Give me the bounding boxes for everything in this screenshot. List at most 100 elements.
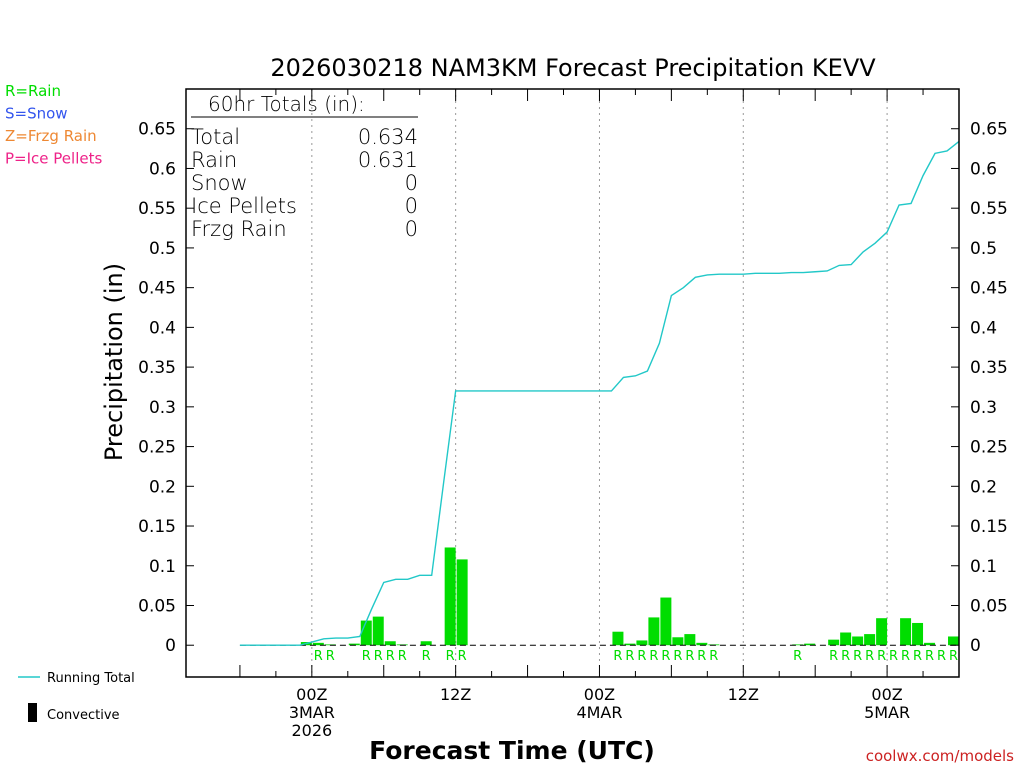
y-tick-label-right: 0.1 — [970, 557, 997, 577]
convective-legend-swatch — [28, 703, 37, 722]
x-tick-label: 4MAR — [576, 703, 622, 722]
watermark: coolwx.com/models — [866, 747, 1014, 765]
precip-type-letter: R — [697, 649, 706, 664]
y-tick-label-left: 0.05 — [138, 596, 176, 616]
y-tick-label-right: 0.2 — [970, 477, 997, 497]
precip-type-letter: R — [458, 649, 467, 664]
precip-type-letter: R — [889, 649, 898, 664]
y-axis-right: 0 0.05 0.1 0.15 0.2 0.25 0.3 0.35 0.4 0.45 0.5 0.55… — [951, 120, 1008, 656]
y-tick-label-left: 0.45 — [138, 279, 176, 299]
totals-label: Frzg Rain — [191, 217, 287, 241]
precip-type-letter: R — [829, 649, 838, 664]
precip-bar — [624, 643, 636, 646]
precip-bar — [792, 644, 804, 646]
precip-bar — [900, 618, 912, 646]
precip-type-letter: R — [386, 649, 395, 664]
totals-value: 0.634 — [358, 125, 418, 149]
precip-bar — [372, 616, 384, 646]
plot-frame — [185, 88, 960, 678]
precip-type-letter: R — [673, 649, 682, 664]
precip-bar — [384, 641, 396, 646]
precip-type-letter: R — [314, 649, 323, 664]
precip-bar — [672, 637, 684, 646]
precip-type-letter: R — [937, 649, 946, 664]
precip-bar — [864, 634, 876, 646]
precip-bar — [456, 559, 468, 646]
totals-title: 60hr Totals (in): — [208, 92, 365, 116]
precip-type-legend-item: P=Ice Pellets — [5, 150, 102, 168]
vertical-gridlines — [311, 89, 888, 677]
chart-title: 2026030218 NAM3KM Forecast Precipitation… — [270, 54, 876, 82]
x-tick-label: 00Z — [296, 685, 327, 704]
precip-type-letter: R — [326, 649, 335, 664]
precip-type-letter: R — [913, 649, 922, 664]
precip-bar — [660, 597, 672, 646]
precip-bar — [852, 636, 864, 646]
precip-type-letter: R — [637, 649, 646, 664]
precip-bar — [912, 622, 924, 646]
y-tick-label-left: 0.3 — [149, 398, 176, 418]
y-tick-label-left: 0.6 — [149, 159, 176, 179]
y-tick-label-left: 0.15 — [138, 517, 176, 537]
precip-type-letter: R — [613, 649, 622, 664]
y-tick-label-right: 0.15 — [970, 517, 1008, 537]
precip-bar — [684, 634, 696, 646]
precip-type-legend: R=Rain S=Snow Z=Frzg Rain P=Ice Pellets — [5, 82, 102, 168]
precip-type-letter: R — [446, 649, 455, 664]
totals-label: Total — [191, 125, 240, 149]
precip-bar — [696, 642, 708, 646]
precip-type-letter: R — [709, 649, 718, 664]
x-tick-label: 2026 — [291, 721, 332, 740]
precip-bar — [636, 640, 648, 646]
precip-type-letter: R — [925, 649, 934, 664]
totals-value: 0 — [405, 217, 418, 241]
y-tick-label-left: 0.65 — [138, 120, 176, 140]
y-tick-label-right: 0.4 — [970, 318, 997, 338]
totals-label: Snow — [191, 171, 248, 195]
running-total-legend-label: Running Total — [47, 671, 135, 686]
precip-type-letter: R — [422, 649, 431, 664]
y-tick-label-right: 0 — [970, 636, 981, 656]
precip-type-letter: R — [853, 649, 862, 664]
precip-bar — [444, 547, 456, 646]
y-tick-label-right: 0.35 — [970, 358, 1008, 378]
precip-bar — [348, 643, 360, 646]
precip-type-letter: R — [901, 649, 910, 664]
y-tick-label-left: 0.55 — [138, 199, 176, 219]
precip-bar — [876, 618, 888, 646]
y-axis-left: 0 0.05 0.1 0.15 0.2 0.25 0.3 0.35 0.4 0.45 0.5 0.55… — [138, 120, 194, 656]
totals-value: 0 — [405, 194, 418, 218]
precip-bar — [312, 642, 324, 646]
x-tick-label: 00Z — [871, 685, 902, 704]
precip-type-legend-item: Z=Frzg Rain — [5, 127, 97, 145]
totals-value: 0 — [405, 171, 418, 195]
x-tick-label: 00Z — [584, 685, 615, 704]
y-tick-label-left: 0.35 — [138, 358, 176, 378]
precip-bar — [924, 642, 936, 646]
precip-type-letter: R — [661, 649, 670, 664]
precip-type-letter: R — [865, 649, 874, 664]
precip-bar — [948, 636, 959, 646]
x-axis-label: Forecast Time (UTC) — [369, 736, 655, 765]
y-tick-label-right: 0.3 — [970, 398, 997, 418]
precip-type-letter: R — [362, 649, 371, 664]
precip-type-letter: R — [685, 649, 694, 664]
hourly-precip-bars — [300, 547, 959, 646]
precip-type-letter: R — [949, 649, 958, 664]
y-tick-label-left: 0.4 — [149, 318, 176, 338]
y-tick-label-left: 0 — [165, 636, 176, 656]
precip-bar — [612, 631, 624, 646]
precip-type-legend-item: S=Snow — [5, 105, 68, 123]
series-legend: Running Total Convective — [18, 671, 135, 723]
y-tick-label-left: 0.25 — [138, 438, 176, 458]
y-tick-label-right: 0.05 — [970, 596, 1008, 616]
precip-type-letter: R — [877, 649, 886, 664]
x-tick-label: 12Z — [440, 685, 471, 704]
x-tick-label: 12Z — [728, 685, 759, 704]
y-axis-label: Precipitation (in) — [100, 263, 128, 461]
convective-legend-label: Convective — [47, 708, 120, 723]
y-tick-label-right: 0.25 — [970, 438, 1008, 458]
